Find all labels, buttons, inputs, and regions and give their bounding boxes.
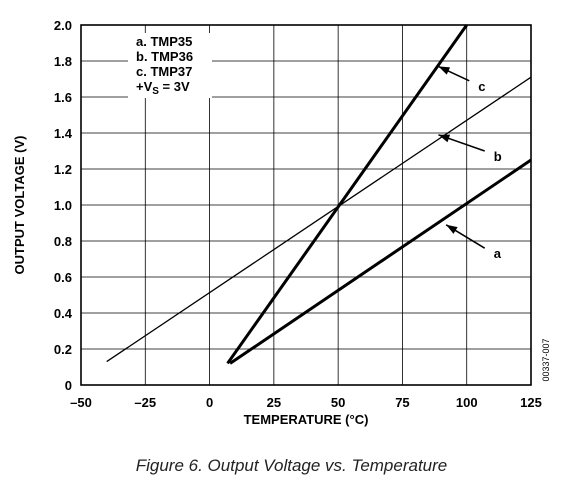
series-line-a [229,158,532,365]
y-axis-label: OUTPUT VOLTAGE (V) [12,136,27,275]
legend-entry-b: b. TMP36 [136,49,193,64]
figure-code: 00337-007 [541,338,551,381]
y-tick-label: 1.2 [54,162,72,177]
x-tick-label: 75 [395,395,409,410]
x-tick-label: 125 [520,395,542,410]
legend-entry-a: a. TMP35 [136,34,192,49]
x-tick-label: 100 [456,395,478,410]
supply-subscript: S [152,86,159,97]
y-tick-labels: 0 0.2 0.4 0.6 0.8 1.0 1.2 1.4 1.6 1.8 2.0 [54,18,73,393]
series-lines [106,24,532,365]
series-line-b [106,76,532,363]
y-tick-label: 0 [65,378,72,393]
y-tick-label: 0.4 [54,306,73,321]
x-tick-label: 0 [206,395,213,410]
x-tick-label: 50 [331,395,345,410]
curve-label-b: b [494,149,502,164]
legend-supply: +VS = 3V [136,79,190,97]
x-tick-label: –25 [134,395,156,410]
y-tick-label: 1.4 [54,126,73,141]
plot-frame [80,24,532,386]
curve-arrows [438,65,486,249]
arrowhead-b [438,134,451,143]
series-line-c [226,24,468,365]
y-tick-label: 1.8 [54,54,72,69]
x-axis-label: TEMPERATURE (°C) [244,412,369,427]
curve-label-a: a [494,246,502,261]
supply-prefix: +V [136,79,153,94]
curve-labels: a b c [478,79,501,261]
y-tick-label: 1.0 [54,198,72,213]
x-tick-label: –50 [70,395,92,410]
y-tick-label: 0.8 [54,234,72,249]
figure-caption: Figure 6. Output Voltage vs. Temperature [135,456,448,475]
legend-background [128,33,212,98]
legend: a. TMP35 b. TMP36 c. TMP37 +VS = 3V [136,34,193,97]
output-voltage-chart: 0 0.2 0.4 0.6 0.8 1.0 1.2 1.4 1.6 1.8 2.0 –50 –25 0 2… [12,18,551,427]
y-tick-label: 2.0 [54,18,72,33]
y-tick-label: 0.2 [54,342,72,357]
y-tick-label: 1.6 [54,90,72,105]
y-tick-label: 0.6 [54,270,72,285]
x-tick-labels: –50 –25 0 25 50 75 100 125 [70,395,542,410]
arrowhead-c [438,66,451,75]
legend-entry-c: c. TMP37 [136,64,192,79]
curve-label-c: c [478,79,485,94]
arrowhead-a [446,224,458,234]
x-tick-label: 25 [267,395,281,410]
supply-suffix: = 3V [159,79,190,94]
